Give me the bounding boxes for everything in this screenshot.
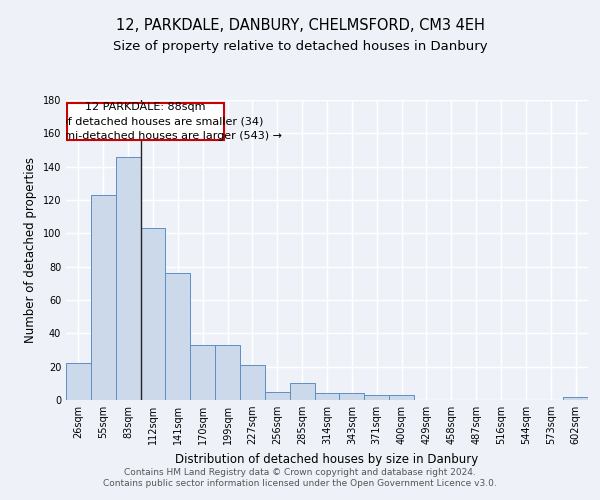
Text: 12, PARKDALE, DANBURY, CHELMSFORD, CM3 4EH: 12, PARKDALE, DANBURY, CHELMSFORD, CM3 4…	[116, 18, 484, 32]
Bar	[66, 364, 91, 400]
Bar	[215, 345, 240, 400]
Text: Size of property relative to detached houses in Danbury: Size of property relative to detached ho…	[113, 40, 487, 53]
FancyBboxPatch shape	[67, 104, 224, 140]
Bar	[240, 365, 265, 400]
Bar	[563, 396, 588, 400]
Y-axis label: Number of detached properties: Number of detached properties	[24, 157, 37, 343]
X-axis label: Distribution of detached houses by size in Danbury: Distribution of detached houses by size …	[175, 452, 479, 466]
Bar	[314, 394, 340, 400]
Bar	[364, 395, 389, 400]
Bar	[116, 156, 140, 400]
Bar	[140, 228, 166, 400]
Bar	[265, 392, 290, 400]
Bar	[190, 345, 215, 400]
Bar	[166, 274, 190, 400]
Bar	[340, 394, 364, 400]
Text: Contains HM Land Registry data © Crown copyright and database right 2024.
Contai: Contains HM Land Registry data © Crown c…	[103, 468, 497, 487]
Bar	[290, 384, 314, 400]
Bar	[91, 195, 116, 400]
Bar	[389, 395, 414, 400]
Text: 12 PARKDALE: 88sqm
← 6% of detached houses are smaller (34)
94% of semi-detached: 12 PARKDALE: 88sqm ← 6% of detached hous…	[9, 102, 282, 142]
